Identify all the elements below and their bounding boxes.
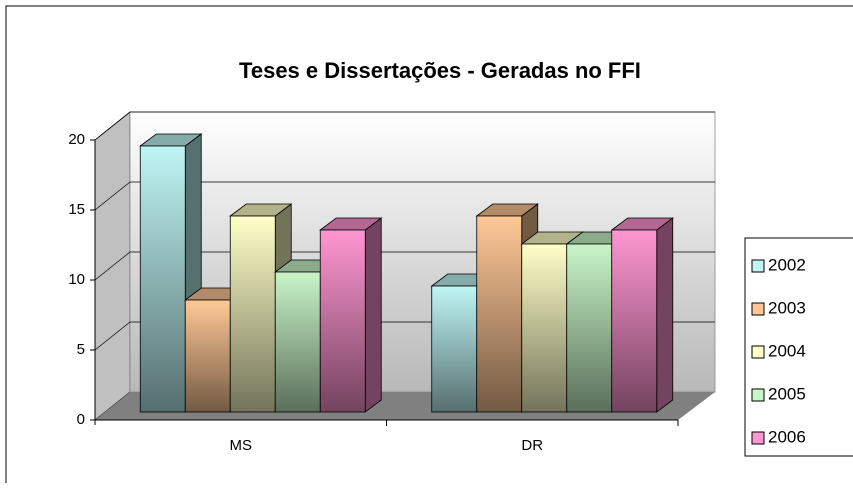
legend-label: 2005 (768, 384, 806, 403)
bar (319, 217, 383, 413)
bar-shade (431, 285, 478, 413)
bar-top-shade (140, 134, 202, 146)
legend-label: 2004 (768, 341, 806, 360)
bar-shade (521, 243, 568, 413)
y-tick-label: 10 (68, 271, 85, 288)
bar-side-shade (656, 218, 673, 412)
bar-top-shade (476, 204, 538, 216)
y-tick-label: 0 (77, 411, 85, 428)
legend-label: 2002 (768, 255, 806, 274)
bar-shade (611, 229, 658, 413)
bar-shade (274, 271, 321, 413)
x-tick-label: DR (521, 437, 543, 454)
bar-top-shade (320, 218, 382, 230)
grid-line (94, 181, 715, 211)
legend-label: 2003 (768, 298, 806, 317)
legend-swatch (751, 388, 765, 402)
legend-swatch (751, 345, 765, 359)
bar-shade (184, 299, 231, 413)
legend-swatch (751, 259, 765, 273)
x-tick-label: MS (230, 437, 253, 454)
y-tick-label: 20 (68, 131, 85, 148)
bar-shade (319, 229, 366, 413)
bar-shade (139, 145, 186, 413)
bar-shade (566, 243, 613, 413)
y-tick-label: 15 (68, 201, 85, 218)
bar (610, 217, 674, 413)
legend-label: 2006 (768, 427, 806, 446)
bar-top-shade (611, 218, 673, 230)
y-tick-label: 5 (77, 341, 85, 358)
legend-swatch (751, 302, 765, 316)
legend-swatch (751, 431, 765, 445)
bar-shade (229, 215, 276, 413)
bar-top-shade (230, 204, 292, 216)
chart-title: Teses e Dissertações - Geradas no FFI (239, 58, 641, 83)
grid-line (94, 111, 715, 141)
bar-side-shade (365, 218, 382, 412)
bar-top-shade (521, 232, 583, 244)
bar-shade (476, 215, 523, 413)
